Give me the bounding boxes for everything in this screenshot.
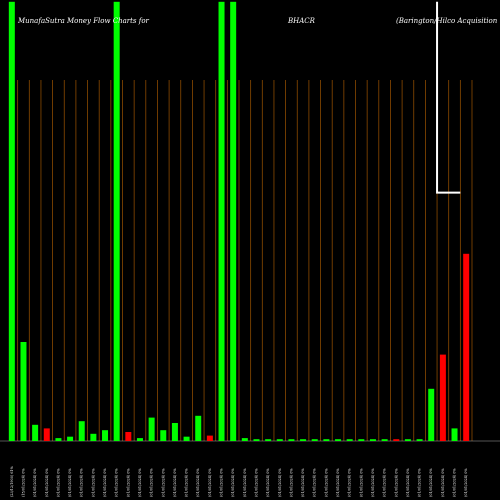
x-tick-label: (01/01/2024) 0%: [348, 468, 352, 497]
x-tick-label: (01/01/2024) 0%: [68, 468, 72, 497]
bar: [113, 1, 120, 442]
x-tick-label: (01/01/2024) 0%: [80, 468, 84, 497]
bar: [369, 439, 376, 441]
x-tick-label: (01/01/2024) 0%: [220, 468, 224, 497]
bar: [463, 253, 470, 441]
x-tick-label: (01/01/2024) 0%: [196, 468, 200, 497]
x-tick-label: (01/01/2024) 0%: [173, 468, 177, 497]
x-tick-label: (01/01/2024) 0%: [289, 468, 293, 497]
chart-title-part1: MunafaSutra Money Flow Charts for: [17, 17, 150, 25]
x-tick-label: (01/01/2024) 0%: [313, 468, 317, 497]
bar: [300, 439, 307, 441]
x-tick-label: (15/01/2024) 0%: [21, 468, 25, 497]
price-line-layer: [436, 1, 461, 194]
bar: [90, 433, 97, 441]
bar: [241, 438, 248, 441]
bar: [428, 388, 435, 441]
x-tick-label: (01/01/2024) 0%: [418, 468, 422, 497]
bar: [218, 1, 225, 442]
x-tick-label: (01/01/2024) 0%: [301, 468, 305, 497]
x-tick-label: (01/01/2024) 0%: [126, 468, 130, 497]
price-line: [436, 1, 461, 194]
chart-title-part3: (Barington/Hilco Acquisition: [396, 17, 498, 25]
x-tick-label: (01/01/2024) 0%: [33, 468, 37, 497]
x-tick-label: (01/01/2024) 0%: [441, 468, 445, 497]
x-tick-label: (01/01/2024) 0%: [453, 468, 457, 497]
x-tick-label: (01/01/2024) 0%: [371, 468, 375, 497]
x-tick-label: (01/01/2024) 0%: [254, 468, 258, 497]
bar: [67, 436, 74, 441]
x-tick-label: (01/01/2024) 0%: [243, 468, 247, 497]
chart-title: MunafaSutra Money Flow Charts for BHACR …: [17, 17, 498, 25]
bar: [32, 424, 39, 441]
bar: [230, 1, 237, 442]
bar: [451, 428, 458, 441]
bar: [171, 423, 178, 441]
x-tick-label: (01/01/2024) 0%: [208, 468, 212, 497]
bar: [78, 421, 85, 441]
bar: [148, 417, 155, 441]
x-tick-label: (01/01/2024) 0%: [231, 468, 235, 497]
bar: [381, 439, 388, 441]
x-tick-label: (01/01/2024) 0%: [394, 468, 398, 497]
bar: [358, 439, 365, 441]
x-tick-label: (01/01/2024) 0%: [383, 468, 387, 497]
x-tick-label: (23/12/1900) 61%: [10, 465, 14, 497]
x-tick-label: (01/01/2024) 0%: [406, 468, 410, 497]
x-tick-label: (01/01/2024) 0%: [56, 468, 60, 497]
x-tick-label: (01/01/2024) 0%: [150, 468, 154, 497]
x-tick-label: (01/01/2024) 0%: [185, 468, 189, 497]
x-tick-label: (01/01/2024) 0%: [138, 468, 142, 497]
x-tick-label: (01/01/2024) 0%: [161, 468, 165, 497]
x-tick-labels: (23/12/1900) 61% (15/01/2024) 0% (01/01/20…: [10, 465, 468, 497]
x-tick-label: (01/01/2024) 0%: [91, 468, 95, 497]
bar: [8, 1, 15, 442]
x-tick-label: (01/01/2024) 0%: [103, 468, 107, 497]
bar: [288, 439, 295, 441]
bar: [439, 354, 446, 441]
x-tick-label: (01/01/2024) 0%: [429, 468, 433, 497]
bar: [335, 439, 342, 441]
bar: [416, 439, 423, 441]
x-tick-label: (01/01/2024) 0%: [278, 468, 282, 497]
bar: [206, 435, 213, 441]
bar: [195, 415, 202, 441]
x-tick-label: (01/01/2024) 0%: [359, 468, 363, 497]
bar: [55, 438, 62, 441]
bar: [346, 439, 353, 441]
bar: [404, 439, 411, 441]
bar: [183, 436, 190, 441]
bar: [102, 430, 109, 441]
x-tick-label: (01/01/2024) 0%: [464, 468, 468, 497]
grid-layer: [0, 80, 500, 442]
bar: [265, 439, 272, 441]
bar: [160, 430, 167, 441]
chart-title-part2: BHACR: [287, 17, 316, 25]
bar: [276, 439, 283, 441]
x-tick-label: (01/01/2024) 0%: [266, 468, 270, 497]
bar: [43, 428, 50, 441]
x-tick-label: (01/01/2024) 0%: [45, 468, 49, 497]
bar: [253, 439, 260, 441]
bar-layer: [8, 1, 470, 442]
x-tick-label: (01/01/2024) 0%: [324, 468, 328, 497]
bar: [323, 439, 330, 441]
bar: [393, 439, 400, 441]
bar: [20, 342, 27, 441]
bar: [311, 439, 318, 441]
bar: [125, 432, 132, 441]
x-tick-label: (01/01/2024) 0%: [115, 468, 119, 497]
bar: [136, 438, 143, 441]
x-tick-label: (01/01/2024) 0%: [336, 468, 340, 497]
